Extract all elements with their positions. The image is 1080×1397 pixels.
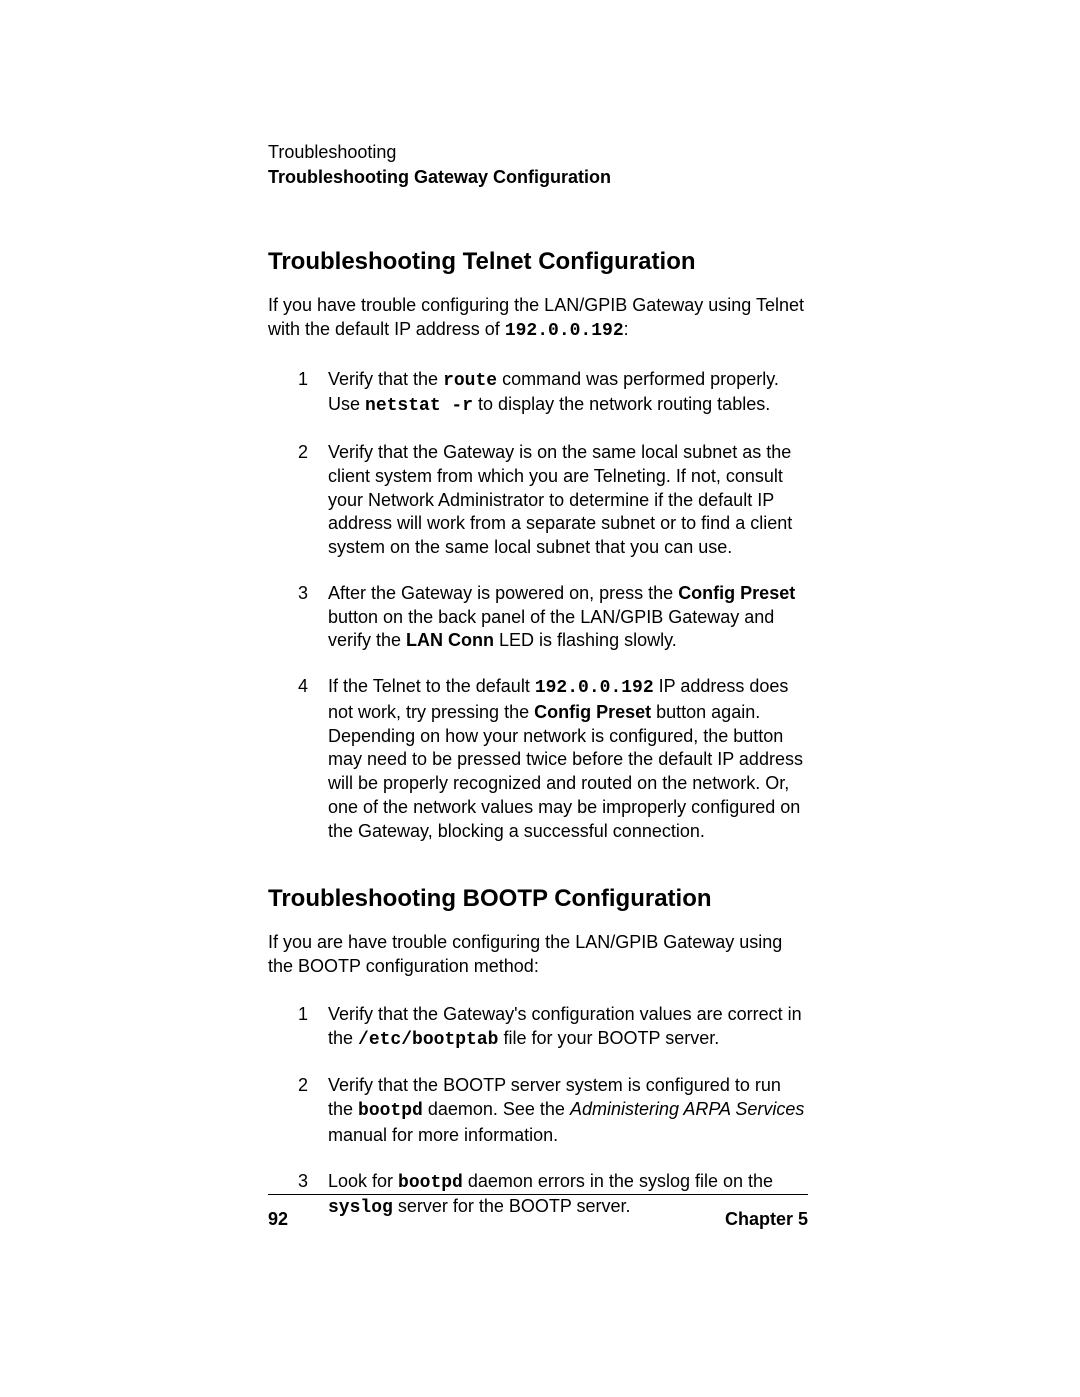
telnet-list: 1 Verify that the route command was perf… [298, 368, 808, 844]
list-number: 2 [298, 1074, 328, 1147]
code-route: route [443, 371, 497, 391]
heading-telnet: Troubleshooting Telnet Configuration [268, 248, 808, 276]
text: to display the network routing tables. [473, 394, 770, 414]
code-bootpd: bootpd [358, 1101, 423, 1121]
list-number: 3 [298, 582, 328, 653]
list-item: 3 After the Gateway is powered on, press… [298, 582, 808, 653]
ui-label-lan-conn: LAN Conn [406, 630, 494, 650]
list-item: 1 Verify that the route command was perf… [298, 368, 808, 420]
chapter-label: Chapter 5 [725, 1209, 808, 1230]
list-body: Verify that the Gateway's configuration … [328, 1003, 808, 1053]
list-number: 4 [298, 675, 328, 843]
text: manual for more information. [328, 1125, 558, 1145]
list-item: 2 Verify that the BOOTP server system is… [298, 1074, 808, 1147]
ui-label-config-preset: Config Preset [678, 583, 795, 603]
ui-label-config-preset: Config Preset [534, 702, 651, 722]
text: file for your BOOTP server. [498, 1028, 719, 1048]
code-ip: 192.0.0.192 [535, 678, 654, 698]
list-item: 4 If the Telnet to the default 192.0.0.1… [298, 675, 808, 843]
list-body: After the Gateway is powered on, press t… [328, 582, 808, 653]
manual-title: Administering ARPA Services [570, 1099, 804, 1119]
running-head-chapter: Troubleshooting [268, 142, 808, 163]
intro-bootp: If you are have trouble configuring the … [268, 931, 808, 979]
text: button again. Depending on how your netw… [328, 702, 803, 841]
bootp-list: 1 Verify that the Gateway's configuratio… [298, 1003, 808, 1221]
list-body: Verify that the route command was perfor… [328, 368, 808, 420]
text: Verify that the [328, 369, 443, 389]
code-netstat: netstat -r [365, 396, 473, 416]
text: Look for [328, 1171, 398, 1191]
page-number: 92 [268, 1209, 288, 1230]
list-number: 1 [298, 1003, 328, 1053]
list-item: 2 Verify that the Gateway is on the same… [298, 441, 808, 560]
list-body: Verify that the BOOTP server system is c… [328, 1074, 808, 1147]
list-number: 1 [298, 368, 328, 420]
text: If the Telnet to the default [328, 676, 535, 696]
list-body: If the Telnet to the default 192.0.0.192… [328, 675, 808, 843]
intro-telnet-ip: 192.0.0.192 [505, 321, 624, 341]
heading-bootp: Troubleshooting BOOTP Configuration [268, 885, 808, 913]
text: daemon errors in the syslog file on the [463, 1171, 773, 1191]
page-content: Troubleshooting Troubleshooting Gateway … [268, 142, 808, 1243]
text: daemon. See the [423, 1099, 570, 1119]
list-number: 2 [298, 441, 328, 560]
page-footer: 92 Chapter 5 [268, 1194, 808, 1230]
code-bootpd: bootpd [398, 1173, 463, 1193]
text: LED is flashing slowly. [494, 630, 677, 650]
code-bootptab: /etc/bootptab [358, 1030, 498, 1050]
running-head-section: Troubleshooting Gateway Configuration [268, 167, 808, 188]
list-item: 1 Verify that the Gateway's configuratio… [298, 1003, 808, 1053]
intro-telnet-post: : [624, 319, 629, 339]
text: After the Gateway is powered on, press t… [328, 583, 678, 603]
list-body: Verify that the Gateway is on the same l… [328, 441, 808, 560]
intro-telnet: If you have trouble configuring the LAN/… [268, 294, 808, 344]
